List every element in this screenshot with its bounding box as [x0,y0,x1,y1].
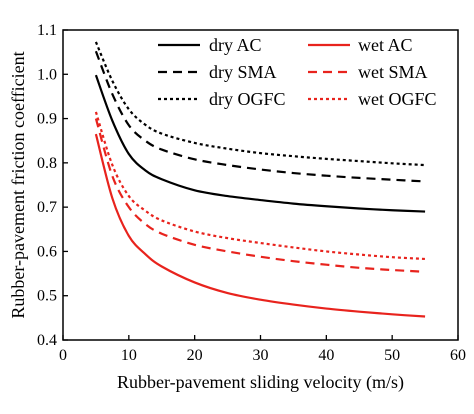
legend-label-wet-sma: wet SMA [358,62,428,82]
x-tick-label: 20 [187,347,203,364]
x-tick-label: 50 [384,347,400,364]
y-tick-label: 0.5 [37,288,57,305]
legend-label-dry-ogfc: dry OGFC [209,89,286,109]
series-line-wet-ogfc [94,111,426,261]
series-line-dry-ac [94,74,426,213]
legend: dry AC wet AC dry SMA wet SMA dry OGFC wet OG… [158,35,437,109]
y-tick-label: 1.1 [37,22,57,39]
axis-ticks: 0 10 20 30 40 50 60 0.4 0.5 0.6 0.7 0.8 0.9 1.0 1.1 [37,22,466,364]
series-line-wet-ac [94,133,426,318]
x-tick-label: 60 [450,347,466,364]
x-tick-label: 30 [253,347,269,364]
y-tick-label: 0.8 [37,155,57,172]
y-tick-label: 1.0 [37,66,57,83]
series-line-dry-sma [94,50,426,183]
y-tick-label: 0.7 [37,199,57,216]
y-tick-label: 0.4 [37,332,57,349]
series-line-wet-sma [94,118,426,273]
legend-label-wet-ac: wet AC [358,35,413,55]
x-tick-label: 40 [318,347,334,364]
y-tick-label: 0.9 [37,111,57,128]
y-axis-label: Rubber-pavement friction coefficient [8,51,28,318]
legend-label-dry-ac: dry AC [209,35,262,55]
x-axis-label: Rubber-pavement sliding velocity (m/s) [117,372,404,393]
legend-label-dry-sma: dry SMA [209,62,277,82]
legend-label-wet-ogfc: wet OGFC [358,89,437,109]
x-tick-label: 10 [121,347,137,364]
series-lines [94,41,426,318]
x-tick-label: 0 [59,347,67,364]
y-tick-label: 0.6 [37,243,57,260]
